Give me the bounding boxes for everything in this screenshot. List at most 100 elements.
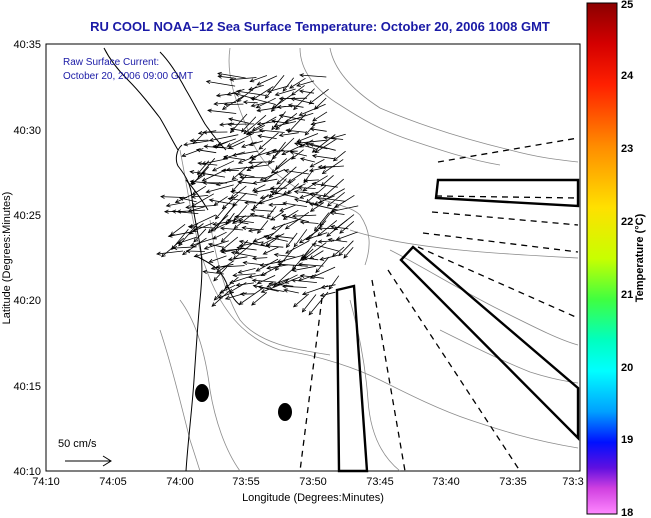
current-vector-head — [299, 73, 304, 78]
current-vector — [312, 183, 338, 188]
current-vector-head — [271, 119, 276, 124]
y-tick-label: 40:15 — [13, 381, 41, 393]
current-vector-head — [293, 302, 298, 308]
current-vector — [216, 92, 237, 97]
current-vector-head — [188, 230, 194, 235]
current-vector — [168, 230, 196, 237]
x-tick-labels: 74:10 74:05 74:00 73:55 73:50 73:45 73:4… — [32, 476, 583, 488]
current-vector-head — [265, 151, 271, 156]
current-vector-head — [237, 159, 243, 164]
current-vector — [230, 191, 258, 196]
current-vector — [283, 202, 307, 207]
current-vector — [265, 75, 285, 99]
current-vector — [310, 202, 325, 212]
current-vector — [269, 283, 294, 287]
current-vector — [330, 133, 346, 139]
current-vector-head — [289, 84, 294, 89]
current-vector — [257, 75, 278, 86]
current-vector — [220, 227, 244, 231]
current-vector-head — [241, 225, 247, 231]
current-vector — [248, 84, 264, 91]
current-vector-head — [197, 161, 203, 166]
y-tick-label: 40:10 — [13, 466, 41, 478]
current-vector — [298, 187, 316, 189]
current-vector — [238, 173, 255, 178]
current-vector-head — [321, 169, 327, 175]
current-vector-head — [200, 171, 206, 176]
current-vector-head — [230, 194, 235, 199]
current-vector — [300, 158, 315, 163]
current-vector-head — [225, 167, 231, 172]
x-tick-label: 73:55 — [232, 476, 260, 488]
current-vector — [192, 222, 215, 232]
current-vector-head — [335, 236, 341, 241]
current-vector — [256, 258, 279, 272]
current-vector-head — [273, 123, 279, 128]
current-vector — [267, 223, 285, 240]
current-vector-head — [213, 295, 219, 301]
current-vector — [260, 193, 277, 199]
current-vector — [224, 156, 246, 161]
current-vector-head — [330, 224, 336, 230]
current-vector-head — [311, 154, 317, 159]
current-vector-head — [227, 257, 233, 262]
current-vector — [190, 237, 217, 247]
current-vector-head — [326, 202, 332, 207]
current-vector-head — [326, 232, 331, 237]
current-vector — [297, 139, 327, 144]
current-vector — [258, 132, 279, 150]
current-vector-head — [308, 192, 314, 197]
current-vector-head — [317, 239, 323, 244]
current-vector — [233, 273, 256, 276]
current-vector — [315, 138, 337, 153]
current-vector-head — [176, 209, 182, 214]
current-vector — [217, 138, 236, 146]
current-vector — [251, 148, 267, 161]
current-vector-head — [291, 213, 297, 219]
current-vector-head — [212, 221, 218, 226]
current-vector-head — [248, 86, 254, 91]
current-vector — [300, 248, 314, 261]
current-vector — [278, 263, 308, 267]
current-vector-head — [298, 239, 304, 244]
current-vector — [303, 257, 319, 261]
current-vector — [323, 178, 344, 198]
current-vector — [332, 205, 359, 212]
current-vector — [322, 165, 344, 168]
current-vector-head — [238, 219, 244, 224]
current-vector-head — [273, 252, 279, 258]
current-vector-head — [287, 189, 292, 195]
colorbar-tick: 21 — [621, 289, 633, 301]
colorbar-tick-labels: 25 24 23 22 21 20 19 18 — [621, 0, 634, 518]
temperature-colorbar — [586, 2, 618, 515]
current-vector — [264, 235, 288, 242]
current-vector-head — [250, 103, 256, 108]
current-vector — [296, 133, 319, 143]
current-vector — [287, 183, 300, 195]
current-vector-head — [287, 103, 293, 108]
current-vector — [309, 88, 329, 105]
current-vector — [191, 195, 209, 198]
current-vector-head — [228, 117, 233, 122]
current-vector-head — [190, 194, 196, 199]
current-vector — [284, 170, 309, 175]
x-tick-label: 73:50 — [299, 476, 327, 488]
current-vector — [305, 143, 328, 150]
current-vector — [252, 86, 274, 100]
current-vector — [272, 137, 295, 160]
current-vector-head — [238, 300, 244, 306]
current-vector — [266, 278, 290, 288]
current-vector — [294, 198, 319, 205]
current-vector-head — [319, 292, 325, 297]
current-vector-head — [202, 269, 208, 275]
current-vector-head — [224, 295, 230, 300]
current-vector — [227, 219, 249, 225]
current-vector — [239, 220, 254, 223]
current-vector — [204, 240, 229, 250]
current-vector-head — [189, 179, 195, 184]
current-vector — [214, 101, 237, 105]
current-vector-head — [247, 228, 253, 233]
current-vector — [228, 118, 249, 124]
current-vector — [291, 98, 315, 105]
